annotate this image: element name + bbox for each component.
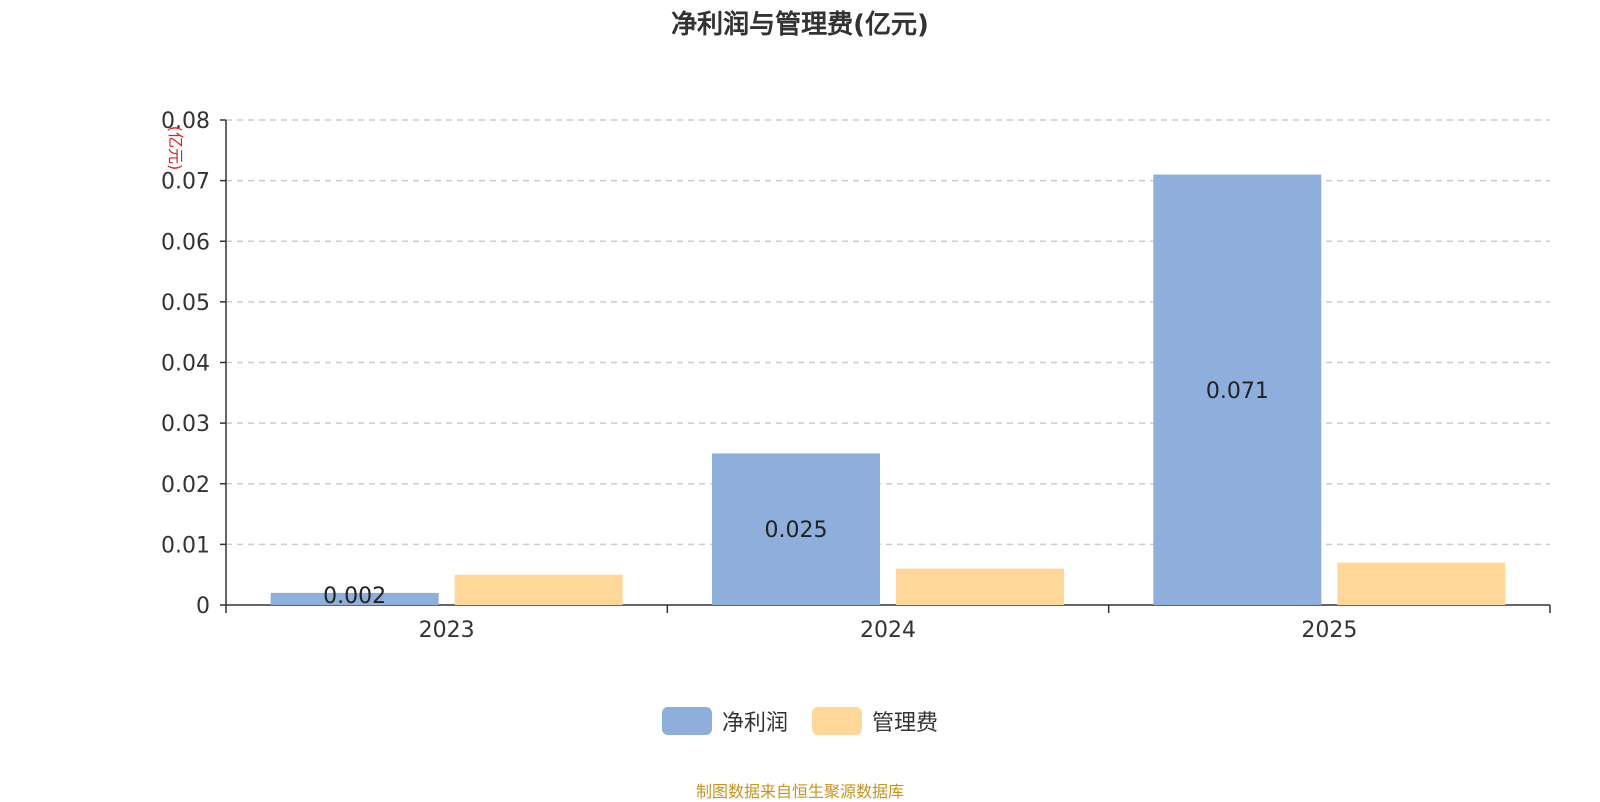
legend-label-admin-fee: 管理费 [872,711,939,736]
bar-net-profit [712,453,880,605]
data-label: 0.025 [765,518,828,543]
data-label: 0.071 [1206,379,1269,404]
y-tick-label: 0.07 [161,170,210,195]
data-label: 0.002 [323,584,386,609]
chart-title: 净利润与管理费(亿元) [671,10,929,40]
bar-admin-fee [1337,562,1506,605]
x-tick-label: 2023 [419,618,475,643]
x-tick-label: 2024 [860,618,916,643]
legend-swatch-net-profit [661,707,712,735]
bar-admin-fee [896,568,1064,605]
y-tick-label: 0.03 [161,412,210,437]
legend-label-net-profit: 净利润 [721,711,788,736]
legend: 净利润 管理费 [0,705,1600,737]
x-tick-label: 2025 [1301,618,1357,643]
source-note: 制图数据来自恒生聚源数据库 [695,782,904,801]
y-tick-label: 0.02 [161,473,210,498]
y-tick-label: 0.05 [161,291,210,316]
legend-item-admin-fee[interactable]: 管理费 [812,705,938,737]
y-axis-label: (亿元) [166,126,185,171]
bar-admin-fee [454,574,623,605]
y-tick-label: 0.01 [161,533,210,558]
y-tick-label: 0.04 [161,352,210,377]
bar-chart: 0 0.01 0.02 0.03 0.04 0.05 0.06 0.07 0.08(亿元) 202… [161,109,1551,643]
y-tick-label: 0.08 [161,109,210,134]
y-tick-label: 0 [196,594,210,619]
legend-swatch-admin-fee [812,707,862,735]
y-tick-label: 0.06 [161,230,210,255]
bar-net-profit [270,592,439,605]
legend-item-net-profit[interactable]: 净利润 [661,705,788,737]
bar-net-profit [1153,174,1322,605]
